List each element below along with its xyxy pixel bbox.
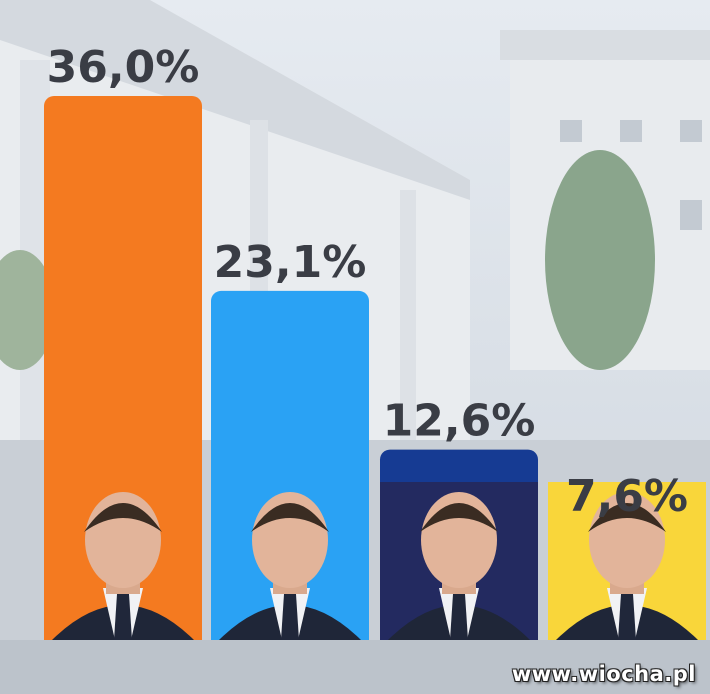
portrait-4 [548,482,706,640]
portrait-1 [44,482,202,640]
value-label-1: 36,0% [47,42,200,93]
value-label-3: 12,6% [383,396,536,447]
watermark-text: www.wiocha.pl [511,662,696,686]
value-label-2: 23,1% [214,237,367,288]
value-labels-layer: 36,0% 23,1% 12,6% 7,6% [47,42,688,522]
portrait-2 [211,482,369,640]
value-label-4: 7,6% [566,471,688,522]
portrait-3 [380,482,538,640]
portraits-layer [44,482,706,640]
